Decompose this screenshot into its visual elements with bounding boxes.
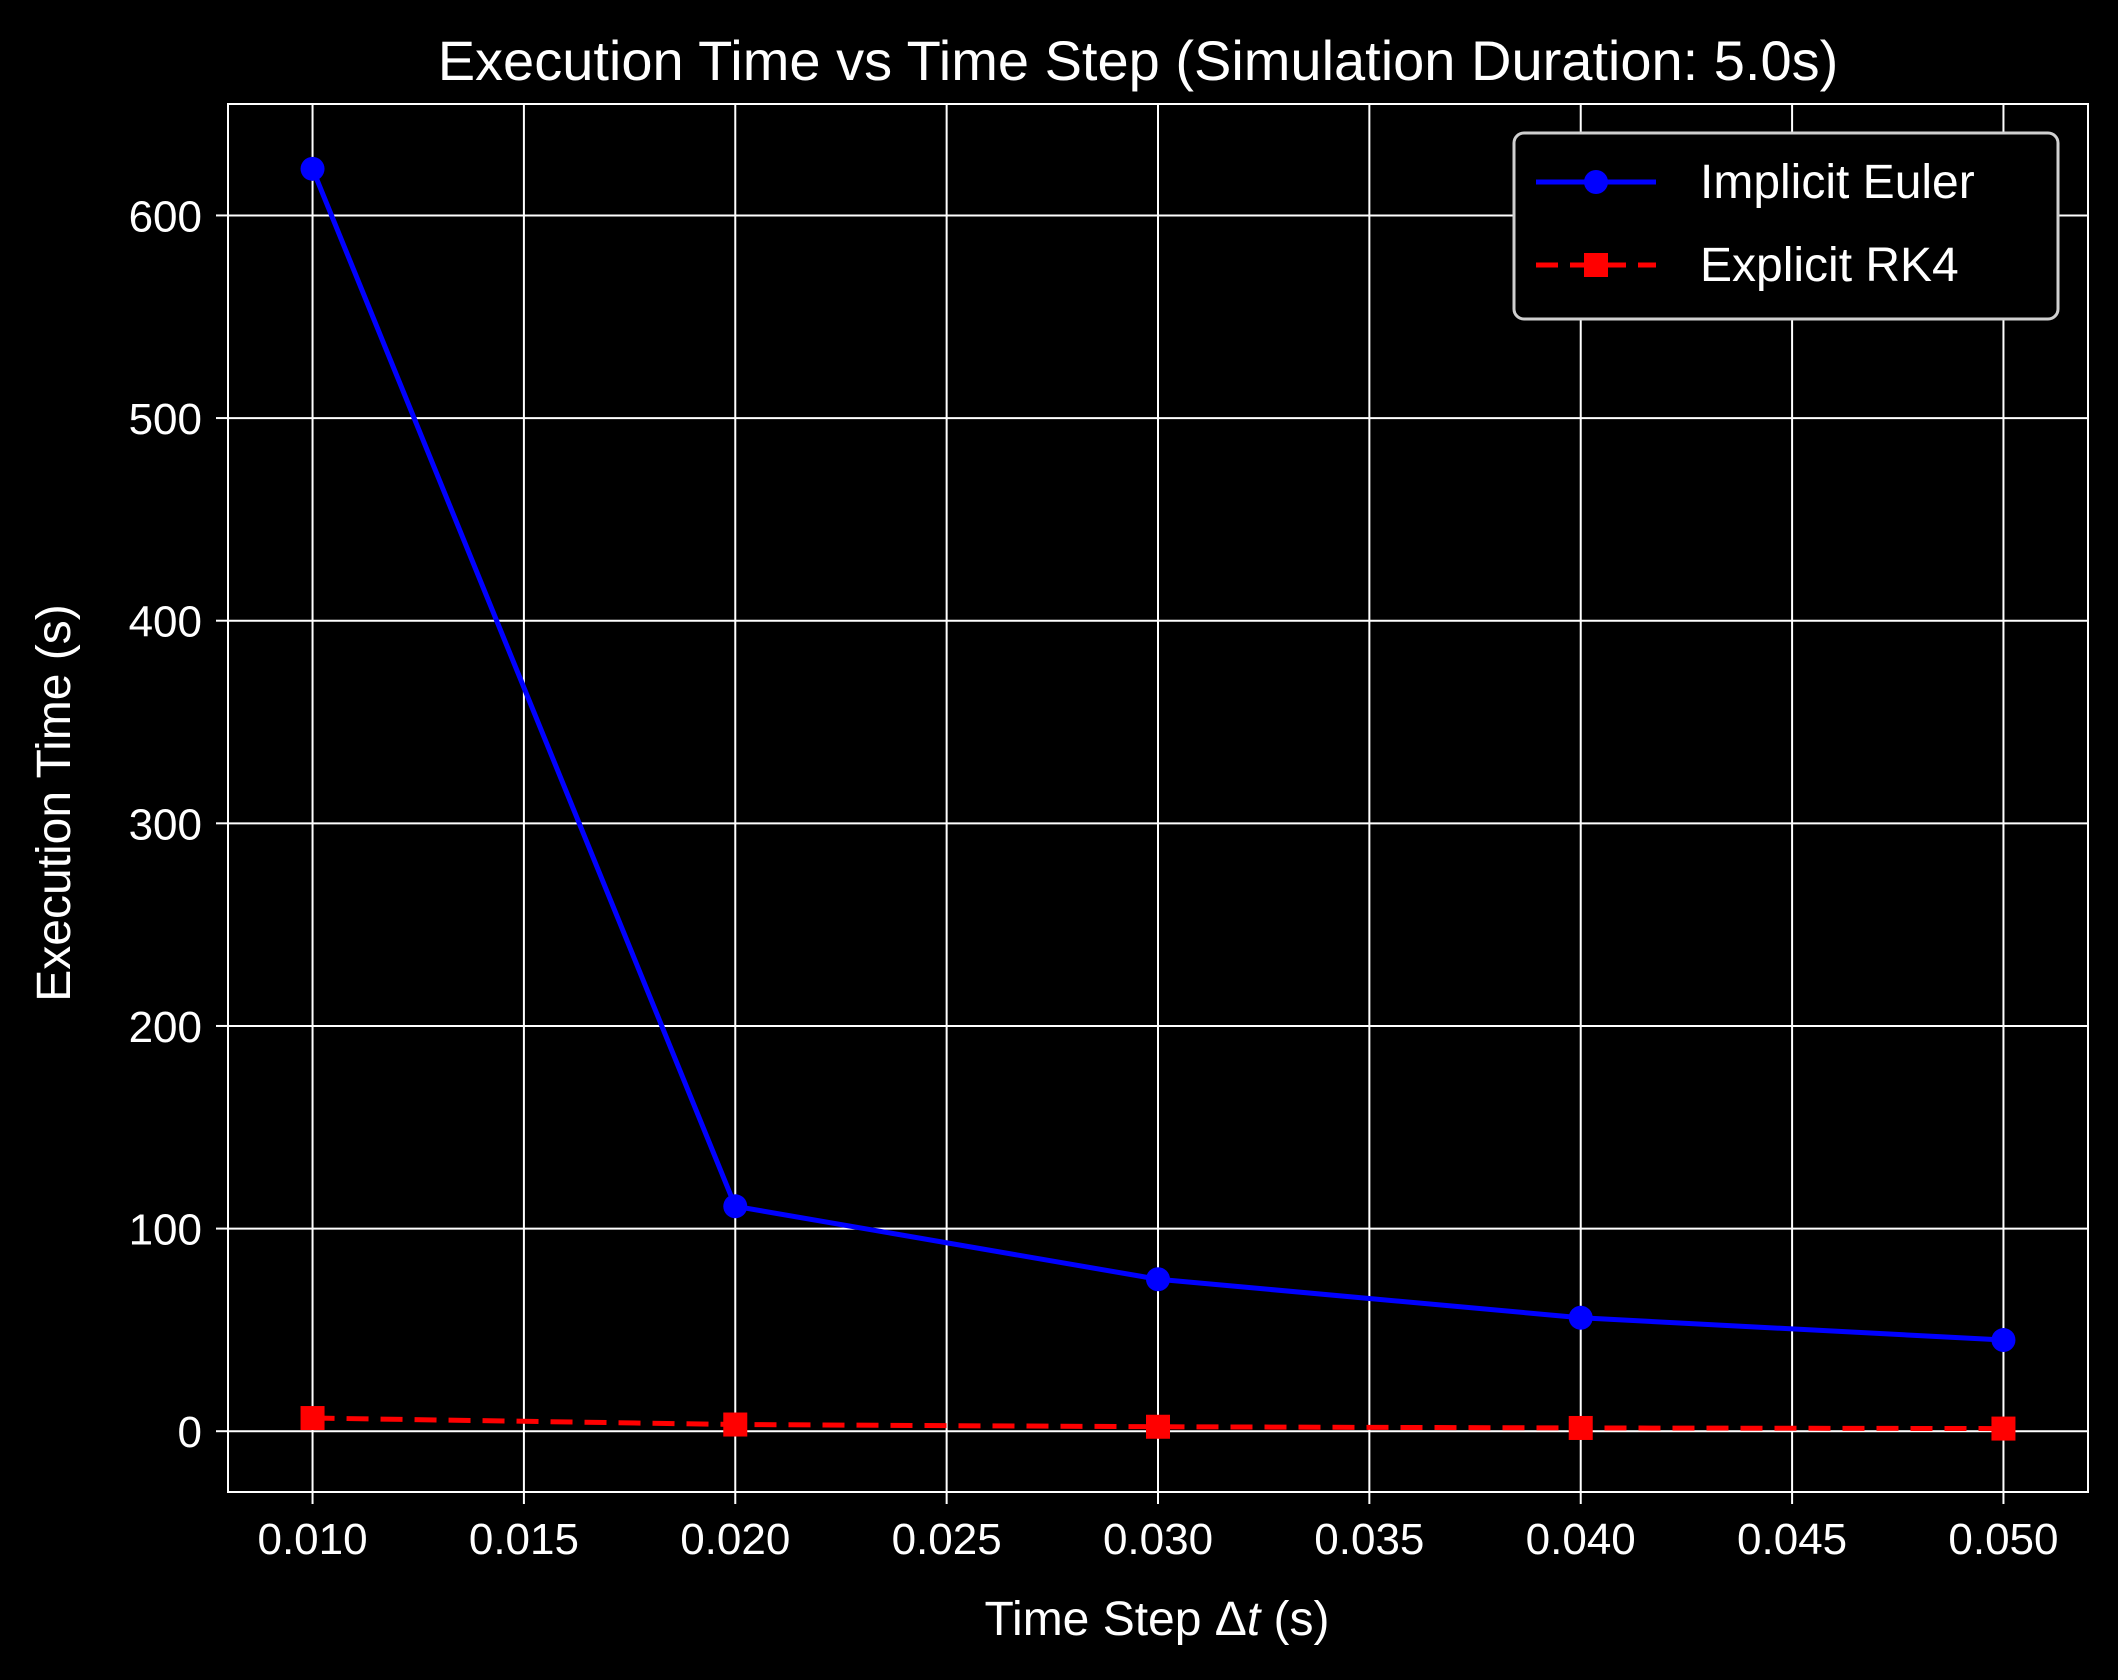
data-point-implicit-euler (1568, 1305, 1593, 1330)
data-point-implicit-euler (1146, 1267, 1170, 1292)
y-tick-label: 200 (129, 1003, 202, 1052)
series-line-explicit-rk4 (312, 1415, 2004, 1432)
x-tick-label: 0.025 (892, 1515, 1002, 1564)
x-axis-label: Time Step Δt (s) (984, 1593, 1329, 1646)
y-tick-label: 600 (129, 192, 202, 241)
y-tick-label: 100 (129, 1206, 202, 1255)
data-point-implicit-euler (723, 1194, 748, 1219)
x-tick-label: 0.035 (1314, 1515, 1424, 1564)
x-axis-ticks: 0.010 0.015 0.020 0.025 0.030 0.035 0.040 0.045… (257, 1492, 2059, 1564)
legend-entry-implicit-euler: Implicit Euler (1536, 156, 1975, 209)
x-axis-label-variable: t (1247, 1593, 1262, 1646)
x-tick-label: 0.040 (1526, 1515, 1636, 1564)
y-tick-label: 0 (178, 1408, 202, 1457)
data-point-implicit-euler (1991, 1328, 2016, 1353)
y-tick-label: 400 (129, 598, 202, 647)
legend: Implicit Euler Explicit RK4 (1512, 131, 2060, 321)
data-point-explicit-rk4 (1146, 1414, 1170, 1439)
data-point-explicit-rk4 (1991, 1416, 2016, 1441)
data-point-explicit-rk4 (300, 1406, 325, 1431)
data-point-explicit-rk4 (1568, 1415, 1593, 1440)
y-axis-ticks: 0 100 200 300 400 500 600 (129, 192, 228, 1457)
legend-marker-implicit-euler (1584, 170, 1608, 194)
legend-entry-explicit-rk4: Explicit RK4 (1536, 239, 1959, 292)
x-axis-label-suffix: (s) (1260, 1593, 1329, 1646)
legend-label-implicit-euler: Implicit Euler (1700, 156, 1975, 209)
data-point-explicit-rk4 (723, 1412, 748, 1437)
x-tick-label: 0.015 (469, 1515, 579, 1564)
x-tick-label: 0.020 (680, 1515, 790, 1564)
x-axis-label-prefix: Time Step Δ (984, 1593, 1246, 1646)
y-tick-label: 500 (129, 395, 202, 444)
data-point-implicit-euler (300, 156, 325, 181)
legend-label-explicit-rk4: Explicit RK4 (1700, 239, 1959, 292)
y-tick-label: 300 (129, 800, 202, 849)
x-tick-label: 0.030 (1103, 1515, 1213, 1564)
chart-title: Execution Time vs Time Step (Simulation … (438, 29, 1839, 92)
x-tick-label: 0.050 (1948, 1515, 2058, 1564)
y-axis-label: Execution Time (s) (28, 604, 81, 1001)
x-tick-label: 0.045 (1737, 1515, 1847, 1564)
legend-marker-explicit-rk4 (1584, 253, 1608, 277)
series-layer (300, 156, 2016, 1441)
x-tick-label: 0.010 (257, 1515, 367, 1564)
